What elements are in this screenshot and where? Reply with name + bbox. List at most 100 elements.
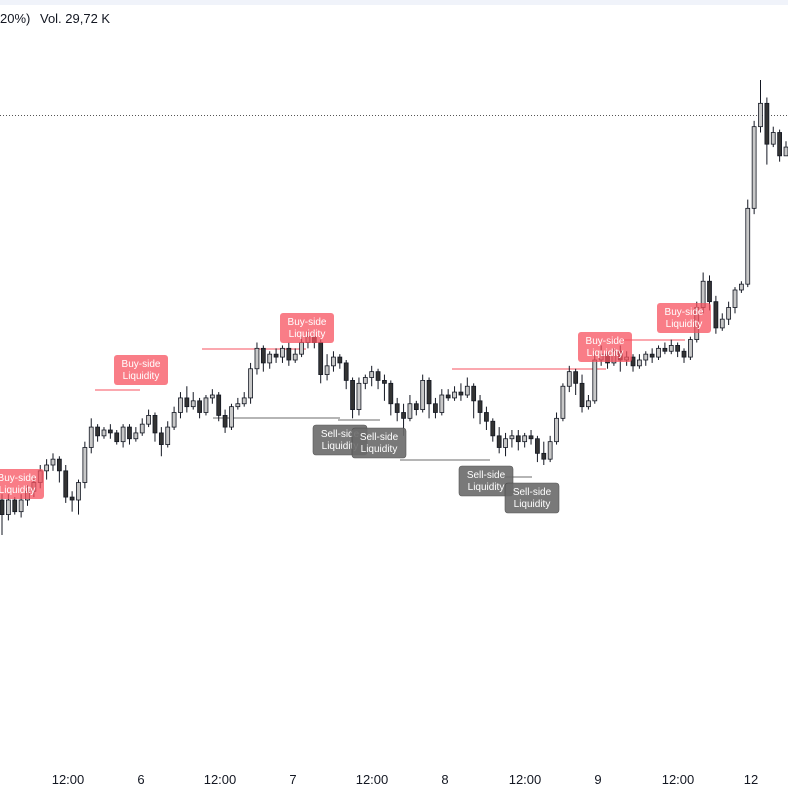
candle bbox=[82, 441, 88, 489]
candle-body bbox=[426, 380, 432, 405]
x-tick-label: 12:00 bbox=[52, 772, 85, 787]
candle bbox=[139, 418, 145, 436]
candle-body bbox=[579, 382, 585, 408]
candle-body bbox=[69, 496, 75, 501]
candle bbox=[688, 336, 693, 360]
candle-body bbox=[18, 499, 24, 513]
candle-body bbox=[388, 382, 394, 405]
candle-body bbox=[439, 394, 445, 413]
candle bbox=[662, 342, 668, 355]
symbol-header: 20%) Vol. 29,72 K bbox=[0, 11, 110, 29]
candle-body bbox=[407, 403, 413, 419]
candle-body bbox=[146, 415, 151, 425]
candle bbox=[522, 432, 528, 448]
candle-body bbox=[280, 347, 285, 358]
candle bbox=[76, 479, 81, 515]
candle-body bbox=[643, 353, 649, 361]
candle-body bbox=[554, 417, 559, 443]
candle-body bbox=[484, 412, 489, 422]
x-axis: 12:00 6 12:00 7 12:00 8 12:00 9 12:00 12 bbox=[52, 772, 759, 787]
label-text: Buy-side bbox=[586, 336, 625, 347]
candle-body bbox=[107, 429, 113, 434]
x-tick-label: 12:00 bbox=[662, 772, 695, 787]
candle bbox=[203, 395, 209, 416]
candle-body bbox=[273, 353, 279, 358]
volume-text: Vol. 29,72 K bbox=[39, 11, 111, 26]
top-toolbar-strip bbox=[0, 0, 788, 5]
candle-body bbox=[190, 400, 196, 408]
candle-body bbox=[739, 283, 744, 291]
label-text: Liquidity bbox=[322, 441, 359, 452]
candle-body bbox=[63, 470, 69, 498]
candle-body bbox=[133, 432, 139, 440]
x-tick-label: 12:00 bbox=[204, 772, 237, 787]
candle bbox=[171, 406, 177, 430]
candle bbox=[490, 418, 496, 442]
label-box bbox=[578, 332, 632, 362]
candle-body bbox=[171, 412, 177, 428]
candle bbox=[566, 365, 572, 393]
label-text: Sell-side bbox=[360, 432, 399, 443]
candle-body bbox=[764, 102, 770, 145]
candle-body bbox=[445, 394, 451, 399]
label-box bbox=[0, 469, 44, 499]
candle-body bbox=[541, 452, 547, 460]
label-text: Buy-side bbox=[0, 473, 37, 484]
candle bbox=[158, 427, 164, 457]
candle-body bbox=[783, 146, 788, 157]
x-tick-label: 9 bbox=[594, 772, 601, 787]
candle-body bbox=[248, 368, 253, 399]
label-text: Sell-side bbox=[321, 429, 360, 440]
candle-body bbox=[184, 397, 190, 408]
candle bbox=[783, 141, 788, 157]
candle-body bbox=[758, 102, 763, 128]
candle bbox=[343, 360, 349, 390]
x-tick-label: 6 bbox=[137, 772, 144, 787]
label-text: Sell-side bbox=[467, 470, 506, 481]
candle bbox=[770, 126, 776, 148]
candle-body bbox=[178, 397, 183, 413]
label-text: Buy-side bbox=[122, 359, 161, 370]
candle bbox=[484, 406, 489, 430]
candle bbox=[197, 397, 202, 419]
candle-body bbox=[76, 482, 81, 501]
candle-body bbox=[222, 415, 228, 428]
candle bbox=[63, 465, 69, 503]
candle-body bbox=[362, 377, 368, 384]
candle bbox=[668, 339, 674, 355]
candle-body bbox=[420, 380, 426, 410]
candle bbox=[50, 453, 56, 471]
candle bbox=[114, 430, 120, 445]
candle bbox=[12, 497, 18, 515]
candle bbox=[184, 386, 190, 413]
candle-body bbox=[726, 307, 732, 320]
candle-body bbox=[165, 426, 171, 445]
candle-body bbox=[299, 342, 304, 355]
candle bbox=[637, 354, 642, 369]
label-box bbox=[351, 427, 407, 459]
candle-body bbox=[433, 403, 438, 413]
candle bbox=[541, 441, 547, 465]
candle bbox=[235, 397, 241, 410]
candle bbox=[433, 397, 438, 419]
candle bbox=[535, 435, 540, 463]
candle-body bbox=[707, 280, 712, 303]
candle bbox=[178, 392, 183, 419]
candle-body bbox=[515, 435, 521, 443]
candle bbox=[420, 374, 426, 413]
candle-body bbox=[369, 371, 375, 378]
candle-body bbox=[681, 350, 687, 358]
candle bbox=[477, 395, 483, 425]
candle-body bbox=[0, 499, 5, 515]
candle-body bbox=[324, 365, 330, 375]
candle-body bbox=[586, 400, 591, 408]
